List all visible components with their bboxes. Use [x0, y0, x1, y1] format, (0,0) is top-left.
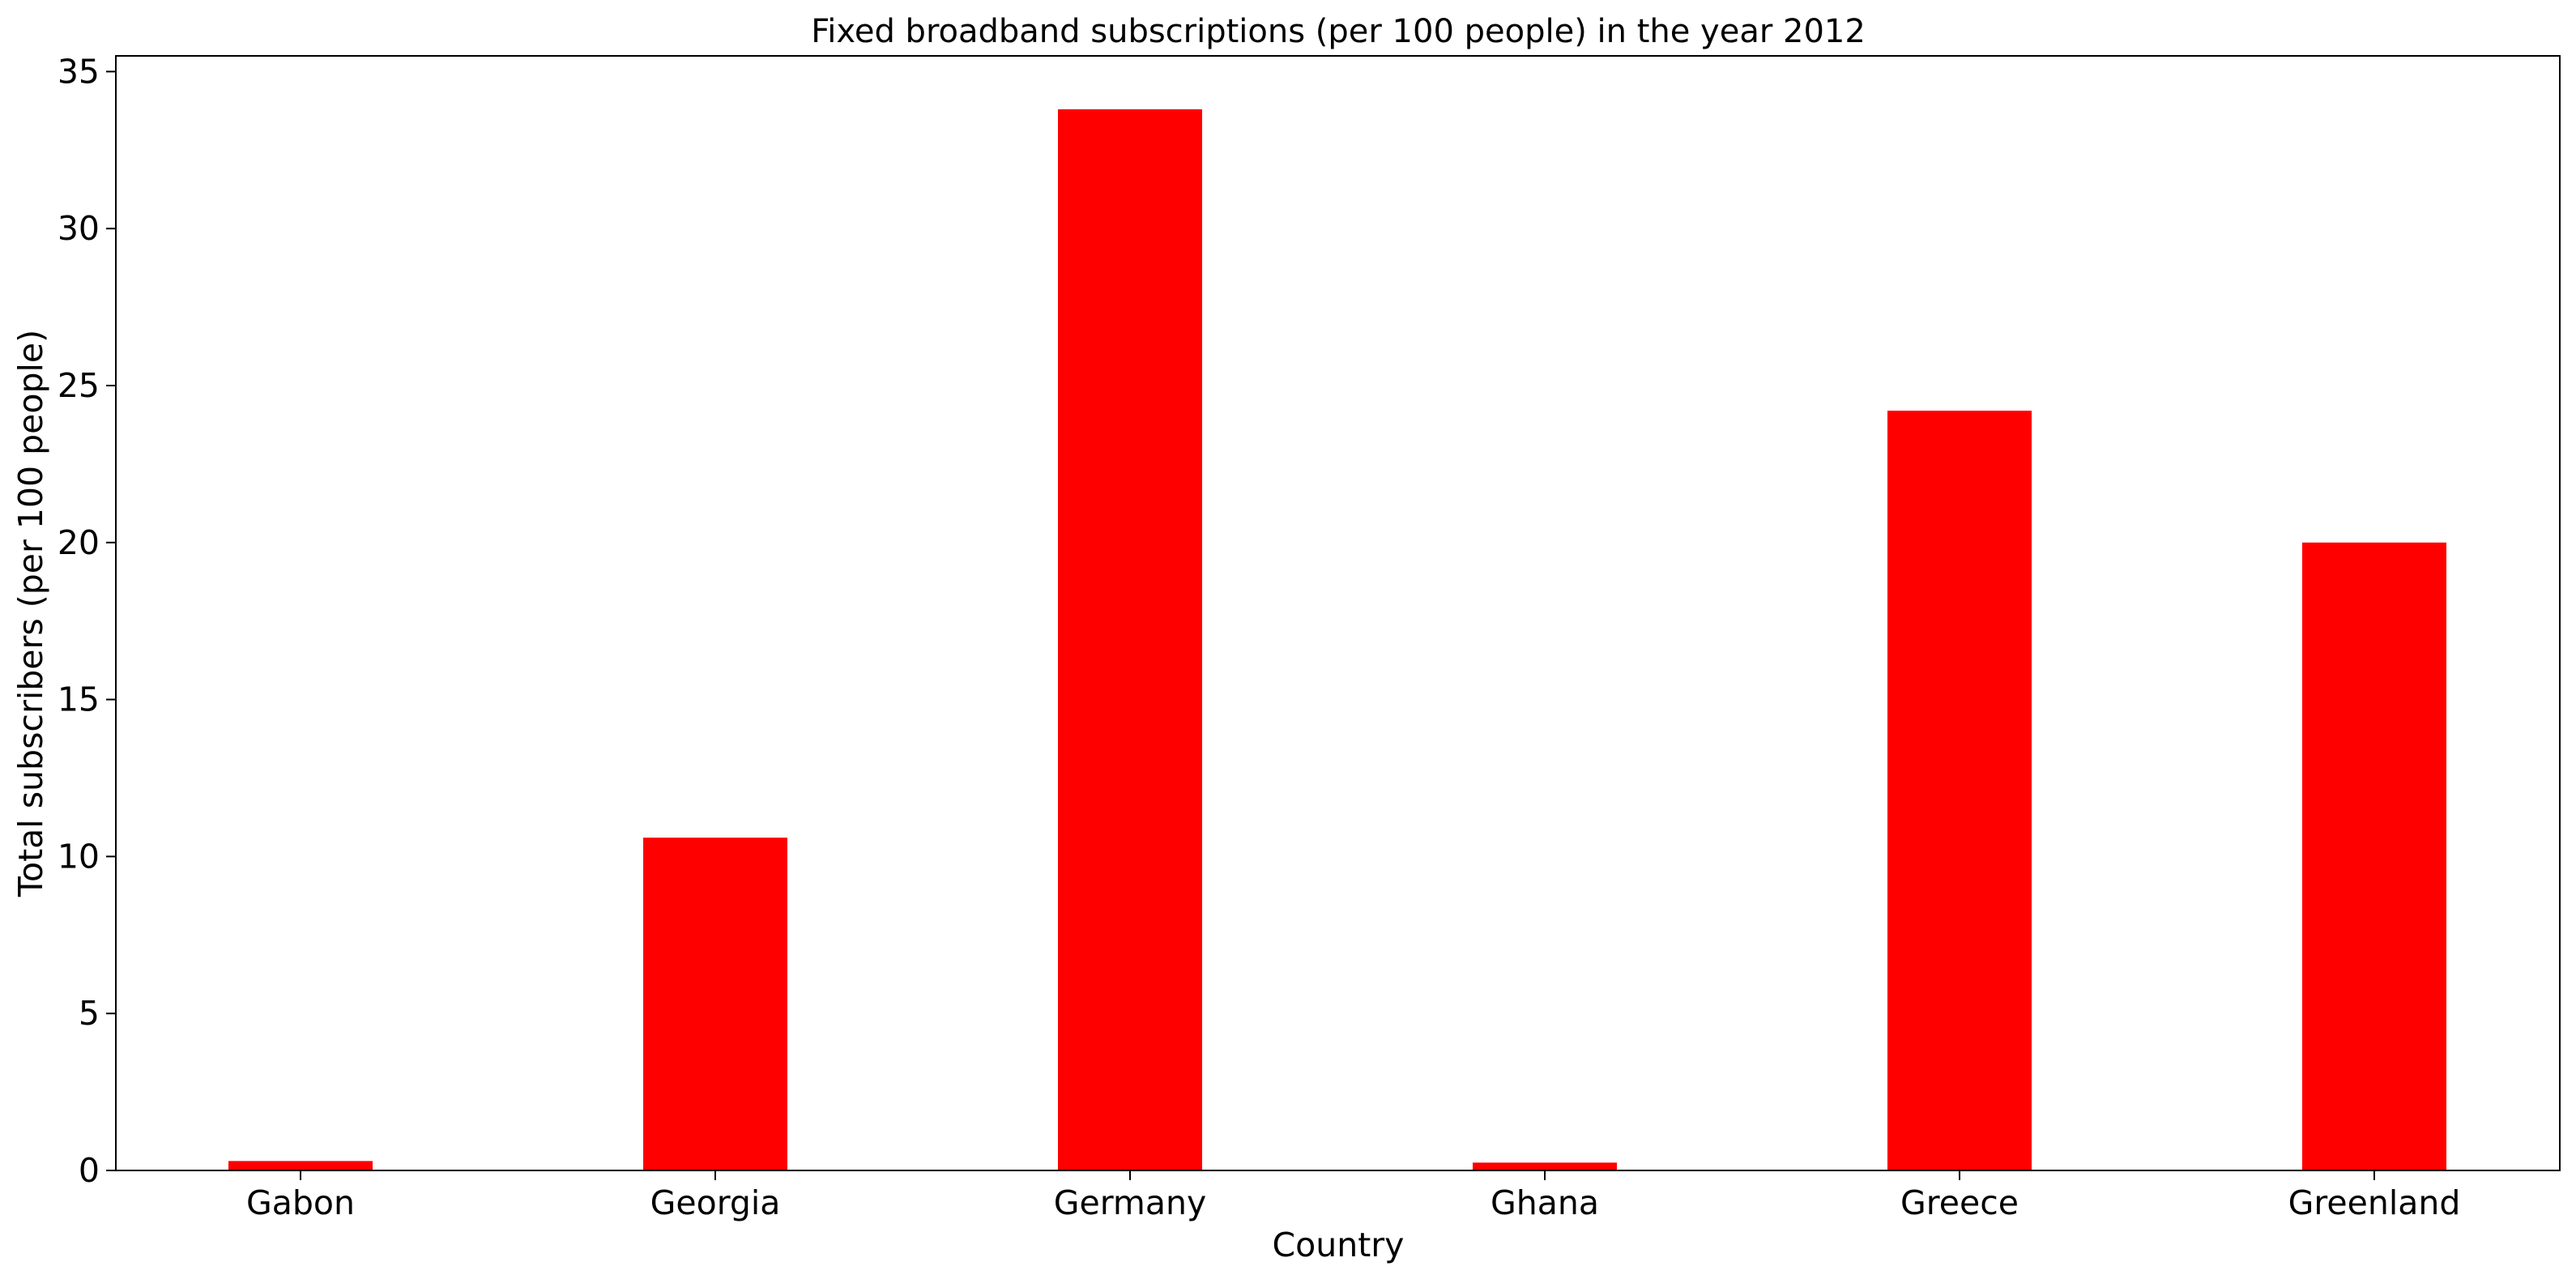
bar-ghana	[1473, 1162, 1617, 1170]
x-axis-label: Country	[1273, 1226, 1405, 1264]
x-tick-label: Greenland	[2288, 1183, 2461, 1222]
x-tick-label: Gabon	[246, 1183, 355, 1222]
y-tick-label: 0	[79, 1151, 100, 1190]
y-tick-label: 5	[79, 994, 100, 1033]
x-tick-label: Ghana	[1491, 1183, 1599, 1222]
bars-group	[228, 109, 2446, 1171]
x-tick-label: Germany	[1054, 1183, 1206, 1222]
x-tick-label: Greece	[1900, 1183, 2019, 1222]
x-axis-ticks: Gabon Georgia Germany Ghana Greece Greenland	[246, 1170, 2460, 1222]
plot-frame	[115, 55, 2561, 1171]
y-tick-label: 35	[58, 52, 100, 91]
y-axis-ticks: 0 5 10 15 20 25 30 35	[58, 52, 116, 1190]
y-tick-label: 10	[58, 837, 100, 876]
x-tick-label: Georgia	[650, 1183, 781, 1222]
y-tick-label: 25	[58, 366, 100, 405]
bar-georgia	[643, 838, 787, 1170]
chart-title: Fixed broadband subscriptions (per 100 p…	[811, 13, 1866, 50]
bar-gabon	[228, 1161, 373, 1170]
bar-greece	[1887, 410, 2032, 1170]
y-tick-label: 15	[58, 680, 100, 719]
y-axis-label: Total subscribers (per 100 people)	[11, 330, 50, 897]
y-tick-label: 30	[58, 209, 100, 248]
bar-germany	[1058, 109, 1202, 1171]
bar-greenland	[2302, 542, 2446, 1170]
y-tick-label: 20	[58, 523, 100, 562]
